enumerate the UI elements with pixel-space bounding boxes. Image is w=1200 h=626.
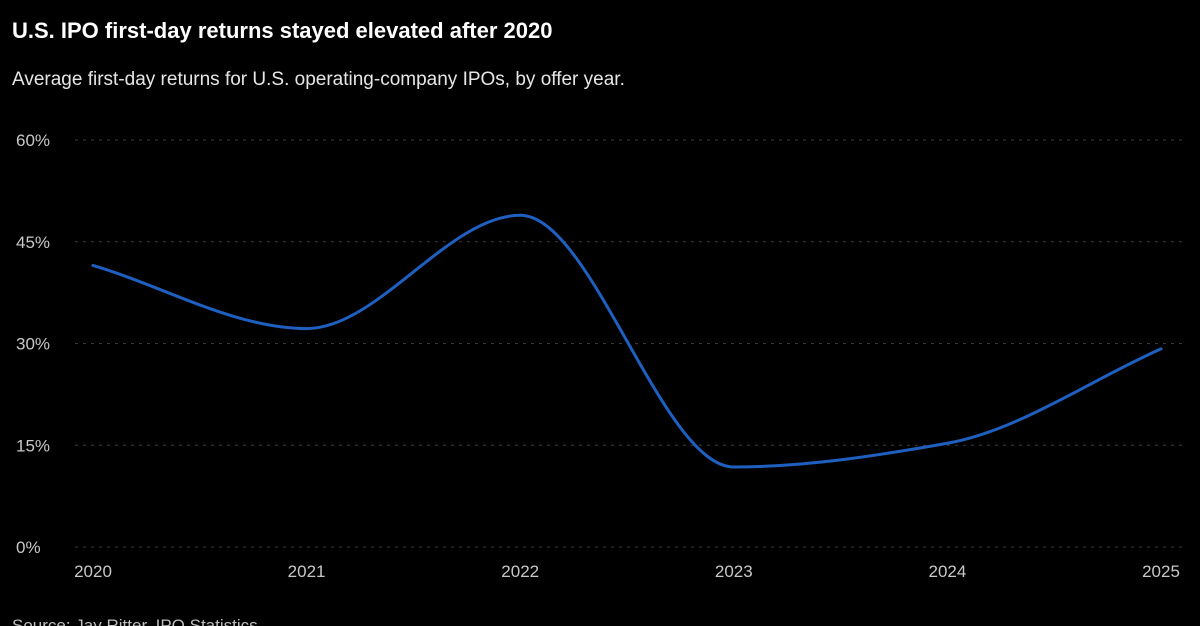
x-tick-label: 2020 <box>74 562 112 581</box>
x-tick-label: 2022 <box>501 562 539 581</box>
data-point <box>91 263 95 267</box>
data-point <box>518 213 522 217</box>
y-tick-label: 0% <box>16 538 41 557</box>
chart-subtitle: Average first-day returns for U.S. opera… <box>12 69 625 90</box>
data-point <box>732 465 736 469</box>
y-axis-tick-labels: 0% 15% 30% 45% 60% <box>16 131 50 557</box>
data-point <box>305 327 309 331</box>
series-lines <box>91 213 1163 469</box>
data-point <box>945 441 949 445</box>
grid-lines <box>75 139 1182 548</box>
y-tick-label: 45% <box>16 233 50 252</box>
y-tick-label: 60% <box>16 131 50 150</box>
x-tick-label: 2021 <box>288 562 326 581</box>
x-tick-label: 2023 <box>715 562 753 581</box>
series-line <box>91 213 1163 469</box>
x-tick-label: 2024 <box>928 562 966 581</box>
x-axis-tick-labels: 2020 2021 2022 2023 2024 2025 <box>74 562 1180 581</box>
y-tick-label: 15% <box>16 436 50 455</box>
data-point <box>1159 347 1163 351</box>
chart-source-note: Source: Jay Ritter, IPO Statistics <box>12 616 258 626</box>
x-tick-label: 2025 <box>1142 562 1180 581</box>
data-points <box>91 213 1163 469</box>
y-tick-label: 30% <box>16 335 50 354</box>
chart-title: U.S. IPO first-day returns stayed elevat… <box>12 18 553 43</box>
